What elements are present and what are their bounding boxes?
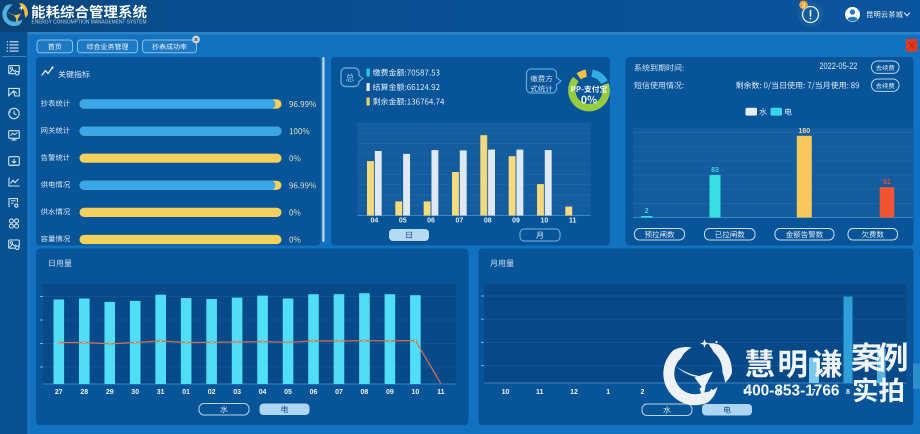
svg-text:7: 7 bbox=[812, 389, 816, 396]
svg-text:83: 83 bbox=[711, 167, 719, 174]
svg-text:400-853-1766: 400-853-1766 bbox=[744, 383, 840, 400]
svg-text:12: 12 bbox=[570, 389, 578, 396]
svg-text:11: 11 bbox=[437, 389, 445, 396]
svg-text:11: 11 bbox=[569, 218, 577, 225]
svg-text:10: 10 bbox=[411, 389, 419, 396]
svg-text:8: 8 bbox=[846, 389, 850, 396]
svg-text:29: 29 bbox=[106, 389, 114, 396]
svg-text:09: 09 bbox=[512, 218, 520, 225]
svg-text:06: 06 bbox=[427, 218, 435, 225]
svg-text:2022-05-22: 2022-05-22 bbox=[819, 61, 857, 71]
svg-text:31: 31 bbox=[157, 389, 165, 396]
svg-text:5: 5 bbox=[743, 389, 747, 396]
svg-text:3: 3 bbox=[802, 2, 806, 9]
svg-text:ENERGY CONSUMPTION MANAGEMENT: ENERGY CONSUMPTION MANAGEMENT SYSTEM bbox=[32, 19, 147, 25]
svg-text:05: 05 bbox=[284, 389, 292, 396]
svg-text:02: 02 bbox=[208, 389, 216, 396]
svg-text:1: 1 bbox=[606, 389, 610, 396]
svg-text:05: 05 bbox=[399, 218, 407, 225]
svg-text:06: 06 bbox=[310, 389, 318, 396]
svg-text:03: 03 bbox=[233, 389, 241, 396]
svg-text:09: 09 bbox=[386, 389, 394, 396]
svg-text:2: 2 bbox=[645, 208, 649, 215]
svg-text:01: 01 bbox=[182, 389, 190, 396]
svg-text:08: 08 bbox=[484, 218, 492, 225]
svg-text:10: 10 bbox=[540, 218, 548, 225]
svg-text:10: 10 bbox=[502, 389, 510, 396]
svg-text:6: 6 bbox=[778, 389, 782, 396]
svg-text:08: 08 bbox=[361, 389, 369, 396]
svg-text:07: 07 bbox=[455, 218, 463, 225]
svg-text:160: 160 bbox=[798, 128, 810, 135]
svg-text:30: 30 bbox=[131, 389, 139, 396]
svg-text:2: 2 bbox=[641, 389, 645, 396]
svg-text:04: 04 bbox=[371, 218, 379, 225]
svg-text:07: 07 bbox=[335, 389, 343, 396]
svg-text:11: 11 bbox=[536, 389, 544, 396]
svg-text:27: 27 bbox=[55, 389, 63, 396]
svg-text:61: 61 bbox=[883, 179, 891, 186]
svg-text:28: 28 bbox=[80, 389, 88, 396]
svg-text:04: 04 bbox=[259, 389, 267, 396]
